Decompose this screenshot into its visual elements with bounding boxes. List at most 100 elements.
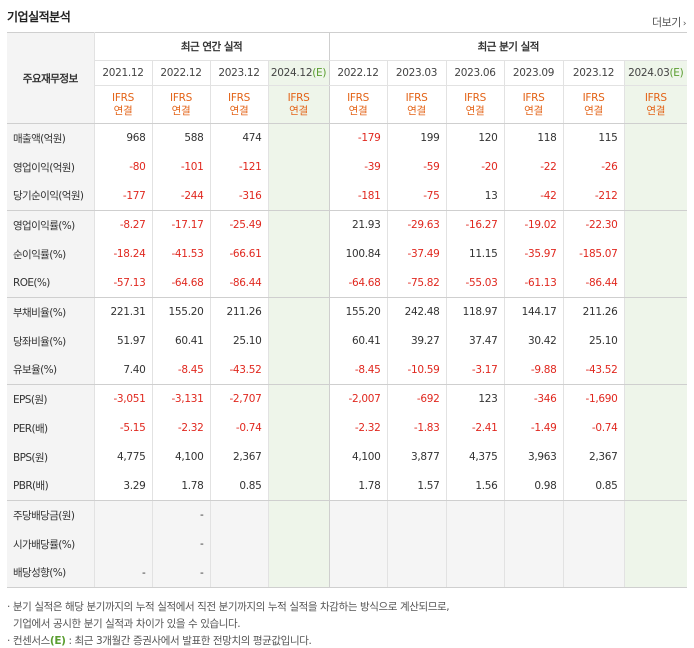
table-cell [387,529,447,559]
table-cell: 1.78 [152,471,211,501]
table-row: 시가배당률(%) - [7,529,688,559]
table-cell: - [152,500,211,530]
table-cell: -346 [504,384,564,414]
table-cell [210,558,269,588]
table-cell: 37.47 [446,326,505,356]
table-cell: -3,131 [152,384,211,414]
period-header: 2023.12 [563,60,625,86]
ifrs-label: IFRS 연결 [94,85,153,124]
table-cell: 474 [210,123,269,153]
annual-header: 최근 연간 실적 [94,32,330,61]
table-cell: -177 [94,181,153,211]
row-label: PER(배) [7,413,95,443]
table-cell: -43.52 [210,355,269,385]
ifrs-label: IFRS 연결 [152,85,211,124]
period-header: 2022.12 [152,60,211,86]
table-cell: -55.03 [446,268,505,298]
table-cell [624,471,688,501]
period-header: 2023.06 [446,60,505,86]
table-cell: -9.88 [504,355,564,385]
table-cell: 51.97 [94,326,153,356]
table-cell: 60.41 [152,326,211,356]
table-row: 당좌비율(%) 51.97 60.41 25.10 60.41 39.27 37.47 30.… [7,326,688,356]
table-cell: -179 [329,123,388,153]
table-cell [268,123,330,153]
table-cell: -244 [152,181,211,211]
table-cell [268,181,330,211]
more-link[interactable]: 더보기 › [652,14,687,30]
ifrs-label: IFRS 연결 [210,85,269,124]
table-cell: -2.32 [329,413,388,443]
table-cell: -29.63 [387,210,447,240]
table-cell: 13 [446,181,505,211]
table-row: EPS(원) -3,051 -3,131 -2,707 -2,007 -692 123 -34… [7,384,688,414]
table-cell: 118.97 [446,297,505,327]
table-cell [446,558,505,588]
footnote-2: 기업에서 공시한 분기 실적과 차이가 있을 수 있습니다. [13,618,241,630]
table-cell [563,500,625,530]
table-cell [268,326,330,356]
table-row: 주당배당금(원) - [7,500,688,530]
table-cell [268,471,330,501]
table-cell: -80 [94,152,153,182]
table-cell [624,152,688,182]
table-cell: -66.61 [210,239,269,269]
row-label: 당기순이익(억원) [7,181,95,211]
table-cell: 120 [446,123,505,153]
table-cell: 3.29 [94,471,153,501]
ifrs-label: IFRS 연결 [268,85,330,124]
row-label: 매출액(억원) [7,123,95,153]
ifrs-label: IFRS 연결 [504,85,564,124]
table-cell: 1.56 [446,471,505,501]
table-cell: -37.49 [387,239,447,269]
table-cell: -692 [387,384,447,414]
row-label: 영업이익(억원) [7,152,95,182]
table-cell: 155.20 [329,297,388,327]
table-cell: 115 [563,123,625,153]
table-cell: 4,100 [152,442,211,472]
table-cell: -10.59 [387,355,447,385]
table-cell [624,355,688,385]
estimate-mark: (E) [49,635,66,647]
table-cell [624,413,688,443]
footnote-3-text: : 최근 3개월간 증권사에서 발표한 전망치의 평균값입니다. [65,635,312,647]
footnote-3-label: · 컨센서스 [7,635,50,647]
table-cell: -212 [563,181,625,211]
table-cell: -0.74 [563,413,625,443]
footnotes: · 분기 실적은 해당 분기까지의 누적 실적에서 직전 분기까지의 누적 실적… [7,599,450,648]
table-cell [624,558,688,588]
table-cell: -26 [563,152,625,182]
period-header: 2022.12 [329,60,388,86]
table-cell: -75.82 [387,268,447,298]
table-cell: -19.02 [504,210,564,240]
footnote-3: · 컨센서스(E) : 최근 3개월간 증권사에서 발표한 전망치의 평균값입니… [7,633,449,648]
table-cell: -1,690 [563,384,625,414]
row-label: 부채비율(%) [7,297,95,327]
table-cell: -25.49 [210,210,269,240]
table-cell: -64.68 [329,268,388,298]
ifrs-label: IFRS 연결 [387,85,447,124]
table-cell: 0.98 [504,471,564,501]
estimate-mark: (E) [669,67,684,79]
table-cell: -3.17 [446,355,505,385]
table-cell: 4,100 [329,442,388,472]
ifrs-label: IFRS 연결 [446,85,505,124]
quarterly-header: 최근 분기 실적 [329,32,688,61]
section-title: 기업실적분석 [7,10,71,24]
table-cell: -86.44 [563,268,625,298]
table-cell: 144.17 [504,297,564,327]
table-cell: -22.30 [563,210,625,240]
table-cell [563,558,625,588]
table-cell: 118 [504,123,564,153]
table-cell: -59 [387,152,447,182]
table-cell: -18.24 [94,239,153,269]
row-label: 당좌비율(%) [7,326,95,356]
table-cell [210,500,269,530]
table-cell [268,239,330,269]
table-cell: 3,963 [504,442,564,472]
table-cell: -0.74 [210,413,269,443]
table-cell [268,268,330,298]
table-cell: -75 [387,181,447,211]
ifrs-label: IFRS 연결 [329,85,388,124]
table-cell [563,529,625,559]
